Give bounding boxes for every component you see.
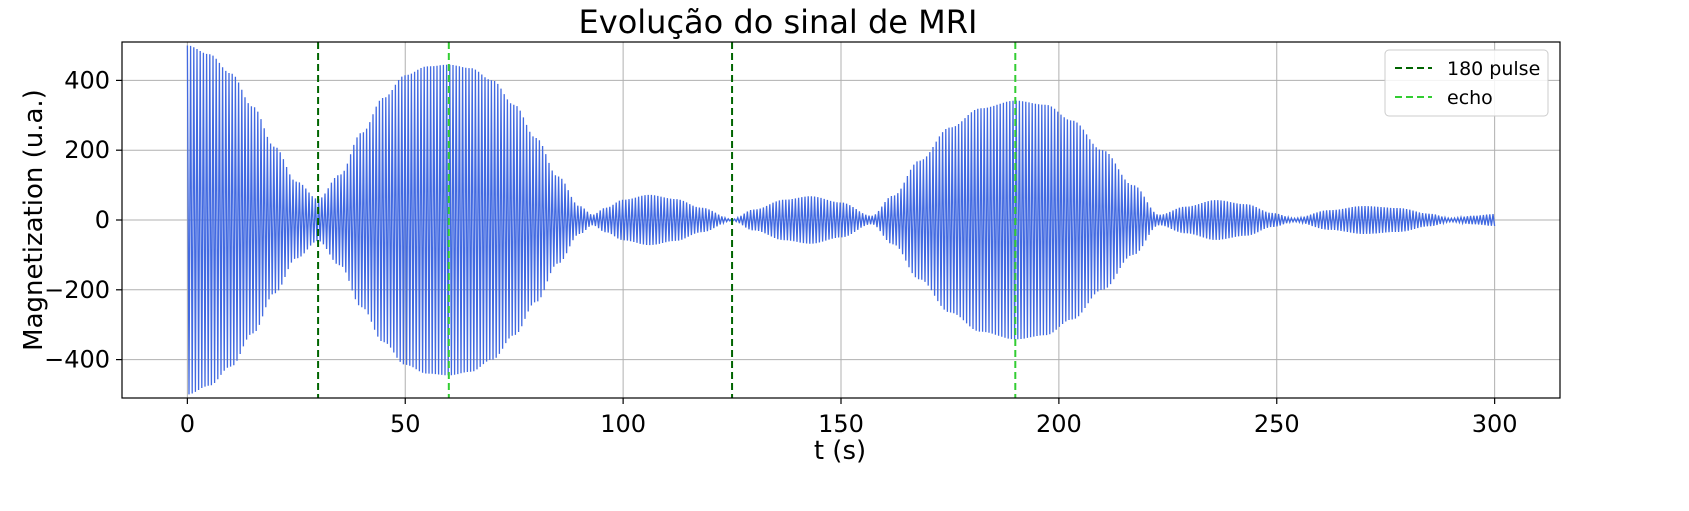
x-tick-label: 100 (600, 410, 646, 438)
y-axis-label: Magnetization (u.a.) (19, 89, 49, 351)
chart-title: Evolução do sinal de MRI (579, 3, 978, 41)
x-tick-label: 300 (1472, 410, 1518, 438)
x-tick-label: 200 (1036, 410, 1082, 438)
y-tick-label: 0 (95, 206, 110, 234)
y-tick-label: −200 (44, 276, 110, 304)
legend-label-180-pulse: 180 pulse (1447, 58, 1540, 80)
x-axis-label: t (s) (814, 436, 866, 466)
x-tick-label: 50 (390, 410, 421, 438)
marker-lines (317, 42, 1017, 398)
y-tick-label: 200 (64, 136, 110, 164)
x-tick-label: 150 (818, 410, 864, 438)
x-axis-ticks: 0 50 100 150 200 250 300 (180, 398, 1518, 438)
legend-label-echo: echo (1447, 87, 1493, 109)
legend: 180 pulse echo (1384, 49, 1549, 117)
y-tick-label: −400 (44, 346, 110, 374)
y-tick-label: 400 (64, 66, 110, 94)
signal-series (186, 45, 1496, 395)
legend-box (1384, 49, 1549, 117)
signal-line (186, 45, 1496, 395)
x-tick-label: 0 (180, 410, 195, 438)
x-tick-label: 250 (1254, 410, 1300, 438)
y-axis-ticks: 400 200 0 −200 −400 (44, 66, 122, 374)
